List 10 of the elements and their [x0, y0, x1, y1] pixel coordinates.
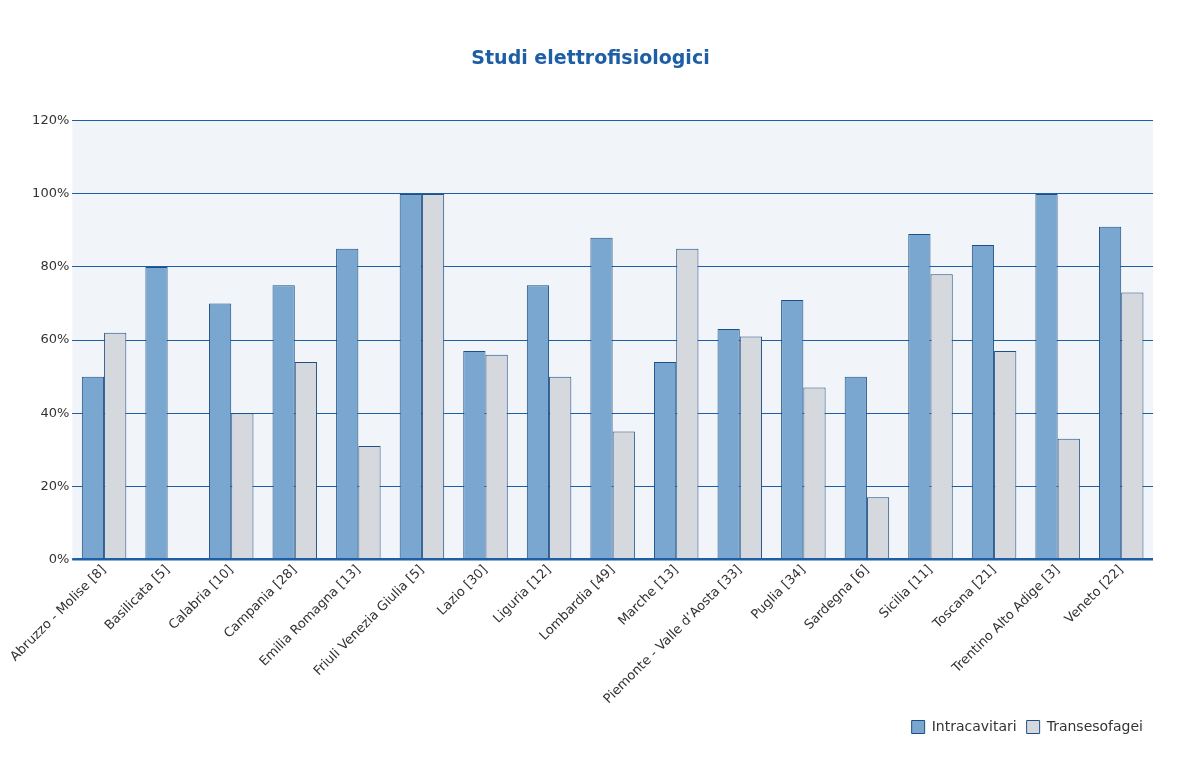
legend-label: Intracavitari: [931, 717, 1017, 734]
chart-title: Studi elettrofisiologici: [471, 46, 710, 69]
y-tick-label: 120%: [32, 112, 70, 128]
y-tick-label: 40%: [40, 404, 70, 420]
y-tick-label: 60%: [40, 331, 70, 347]
y-tick-label: 0%: [48, 550, 70, 566]
y-tick-label: 100%: [32, 185, 70, 201]
legend-label: Transesofagei: [1045, 717, 1144, 734]
y-tick-label: 20%: [40, 477, 70, 493]
y-tick-label: 80%: [40, 258, 70, 274]
